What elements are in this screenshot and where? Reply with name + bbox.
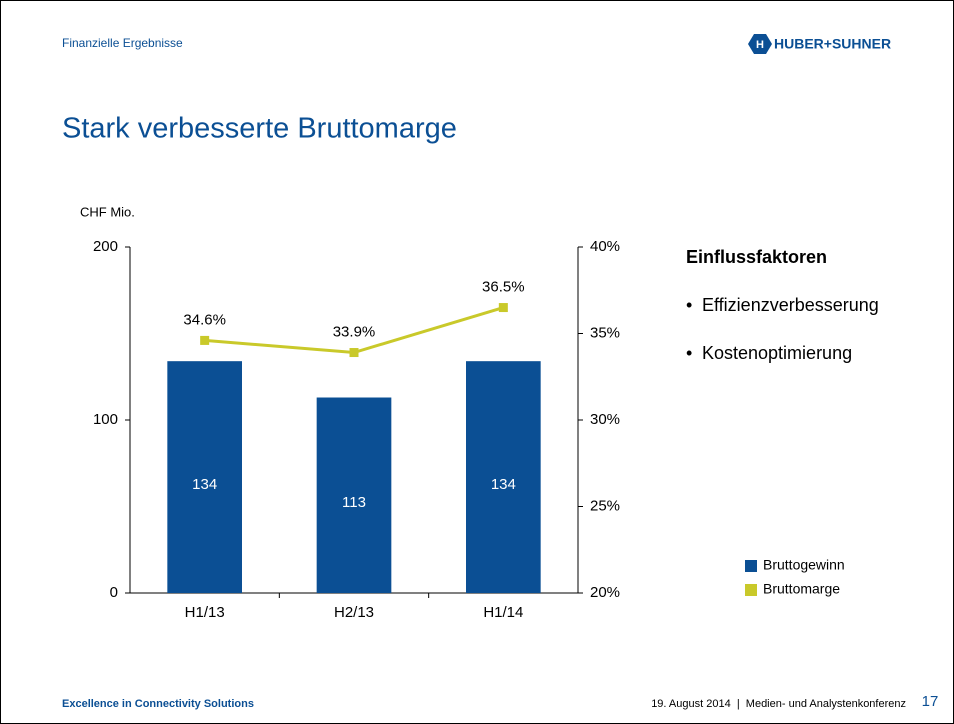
x-tick-label: H1/14: [483, 604, 523, 621]
bullet-dot: •: [686, 295, 692, 315]
footer-left: Excellence in Connectivity Solutions: [62, 698, 254, 710]
bullet-dot: •: [686, 343, 692, 363]
y2-tick-label: 25%: [590, 497, 620, 514]
page-number: 17: [922, 693, 939, 710]
y-tick-label: 200: [93, 238, 118, 255]
line-label: 36.5%: [482, 279, 525, 296]
line-label: 33.9%: [333, 323, 376, 340]
logo-text: HUBER+SUHNER: [774, 36, 891, 52]
y2-tick-label: 30%: [590, 411, 620, 428]
footer-right: 19. August 2014 | Medien- und Analystenk…: [651, 698, 906, 710]
logo-icon: [748, 34, 772, 54]
bar-label: 134: [192, 476, 217, 493]
bar: [466, 361, 541, 593]
y-tick-label: 0: [110, 584, 118, 601]
legend-swatch: [745, 584, 757, 596]
line-marker: [498, 303, 508, 313]
legend-label: Bruttomarge: [763, 581, 840, 597]
slide-title: Stark verbesserte Bruttomarge: [62, 113, 457, 145]
y2-tick-label: 35%: [590, 324, 620, 341]
bullet: Effizienzverbesserung: [702, 295, 879, 315]
logo-letter: H: [756, 39, 764, 51]
line-label: 34.6%: [183, 311, 226, 328]
line-marker: [349, 348, 359, 358]
x-tick-label: H1/13: [185, 604, 225, 621]
sidebar-heading: Einflussfaktoren: [686, 247, 827, 267]
x-tick-label: H2/13: [334, 604, 374, 621]
y-tick-label: 100: [93, 411, 118, 428]
legend-swatch: [745, 560, 757, 572]
bar: [167, 361, 242, 593]
section-label: Finanzielle Ergebnisse: [62, 36, 183, 50]
y-axis-label: CHF Mio.: [80, 204, 135, 219]
bar-label: 113: [342, 494, 366, 511]
line-marker: [200, 335, 210, 345]
logo: H HUBER+SUHNER: [748, 34, 891, 54]
bar-label: 134: [491, 476, 516, 493]
y2-tick-label: 40%: [590, 238, 620, 255]
y2-tick-label: 20%: [590, 584, 620, 601]
legend-label: Bruttogewinn: [763, 557, 845, 573]
bullet: Kostenoptimierung: [702, 343, 852, 363]
bar: [316, 397, 392, 593]
